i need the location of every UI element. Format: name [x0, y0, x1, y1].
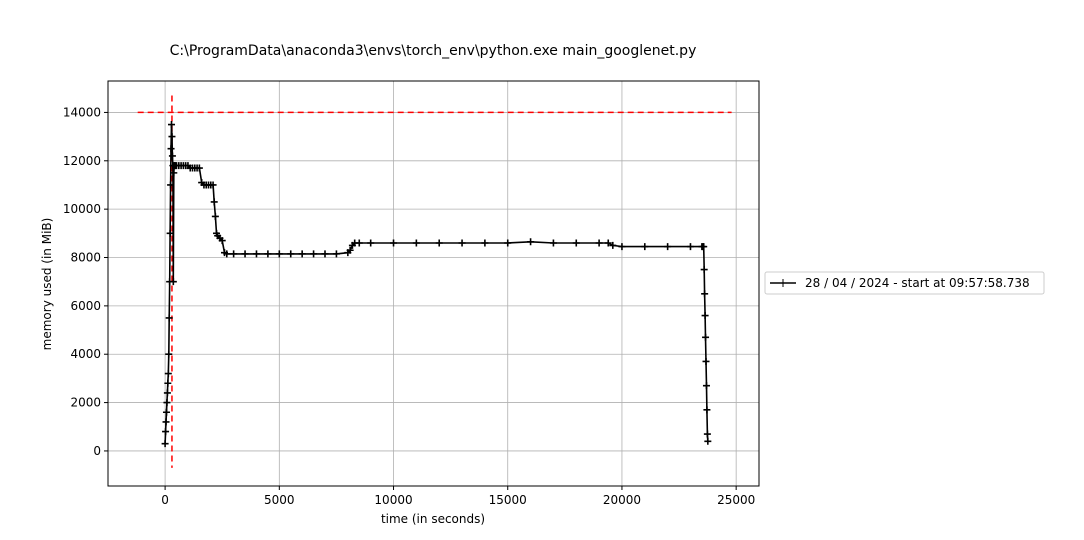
data-point-marker: [355, 239, 363, 247]
data-point-marker: [298, 250, 306, 258]
y-tick-label: 10000: [63, 202, 101, 216]
data-point-marker: [223, 250, 231, 258]
y-tick-label: 0: [93, 444, 101, 458]
data-point-marker: [527, 238, 535, 246]
data-point-marker: [230, 250, 238, 258]
y-tick-label: 4000: [70, 347, 101, 361]
data-point-marker: [164, 370, 172, 378]
y-tick-label: 12000: [63, 154, 101, 168]
data-point-marker: [595, 239, 603, 247]
data-point-marker: [162, 428, 170, 436]
data-point-marker: [167, 181, 175, 189]
series-line: [164, 124, 709, 444]
data-point-marker: [332, 250, 340, 258]
data-point-marker: [700, 266, 708, 274]
data-point-marker: [165, 350, 173, 358]
data-point-marker: [168, 152, 176, 160]
data-point-marker: [604, 239, 612, 247]
y-tick-label: 8000: [70, 251, 101, 265]
data-point-marker: [310, 250, 318, 258]
y-tick-label: 6000: [70, 299, 101, 313]
data-point-marker: [609, 241, 617, 249]
x-tick-label: 25000: [717, 493, 755, 507]
x-tick-label: 20000: [603, 493, 641, 507]
reference-lines: [137, 95, 732, 468]
y-tick-label: 2000: [70, 396, 101, 410]
chart-title: C:\ProgramData\anaconda3\envs\torch_env\…: [170, 43, 697, 59]
data-point-marker: [390, 239, 398, 247]
data-point-marker: [549, 239, 557, 247]
data-point-marker: [346, 246, 354, 254]
data-point-marker: [252, 250, 260, 258]
data-point-marker: [412, 239, 420, 247]
data-point-marker: [161, 440, 169, 448]
y-axis-ticks: 0 2000 4000 6000 8000 10000 12000 14000: [63, 105, 108, 458]
data-point-marker: [703, 430, 711, 438]
x-axis-label: time (in seconds): [381, 512, 485, 526]
data-point-marker: [458, 239, 466, 247]
x-tick-label: 5000: [264, 493, 295, 507]
data-point-marker: [702, 357, 710, 365]
data-point-marker: [618, 243, 626, 251]
data-point-marker: [700, 243, 708, 251]
data-point-marker: [170, 169, 178, 177]
legend: 28 / 04 / 2024 - start at 09:57:58.738: [764, 271, 1045, 295]
data-point-marker: [704, 437, 712, 445]
x-tick-label: 10000: [374, 493, 412, 507]
data-point-marker: [264, 250, 272, 258]
data-point-marker: [321, 250, 329, 258]
grid-lines: [108, 81, 759, 486]
data-point-marker: [209, 181, 217, 189]
legend-frame: [764, 271, 1045, 295]
data-point-marker: [701, 290, 709, 298]
data-point-marker: [703, 406, 711, 414]
data-point-marker: [210, 198, 218, 206]
y-axis-label: memory used (in MiB): [40, 218, 54, 351]
data-point-marker: [211, 212, 219, 220]
data-point-marker: [168, 133, 176, 141]
data-point-marker: [169, 278, 177, 286]
data-series: [161, 121, 712, 448]
data-point-marker: [162, 408, 170, 416]
x-axis-ticks: 0 5000 10000 15000 20000 25000: [161, 486, 755, 507]
data-point-marker: [481, 239, 489, 247]
data-point-marker: [162, 418, 170, 426]
data-point-marker: [287, 250, 295, 258]
data-point-marker: [701, 312, 709, 320]
data-point-marker: [163, 389, 171, 397]
data-point-marker: [686, 243, 694, 251]
y-tick-label: 14000: [63, 105, 101, 119]
data-point-marker: [163, 399, 171, 407]
data-point-marker: [164, 379, 172, 387]
data-point-marker: [167, 145, 175, 153]
legend-entry: 28 / 04 / 2024 - start at 09:57:58.738: [805, 276, 1030, 290]
data-point-marker: [702, 333, 710, 341]
data-point-marker: [664, 243, 672, 251]
data-point-marker: [165, 314, 173, 322]
data-point-marker: [504, 239, 512, 247]
legend-marker: [779, 279, 787, 287]
data-point-marker: [275, 250, 283, 258]
data-point-marker: [702, 382, 710, 390]
data-point-marker: [166, 229, 174, 237]
data-point-marker: [572, 239, 580, 247]
data-point-marker: [168, 121, 176, 129]
data-point-marker: [195, 164, 203, 172]
plot-frame: [107, 80, 760, 487]
data-point-marker: [218, 237, 226, 245]
data-point-marker: [435, 239, 443, 247]
x-tick-label: 15000: [489, 493, 527, 507]
data-point-marker: [367, 239, 375, 247]
data-point-marker: [241, 250, 249, 258]
x-tick-label: 0: [161, 493, 169, 507]
data-point-marker: [641, 243, 649, 251]
